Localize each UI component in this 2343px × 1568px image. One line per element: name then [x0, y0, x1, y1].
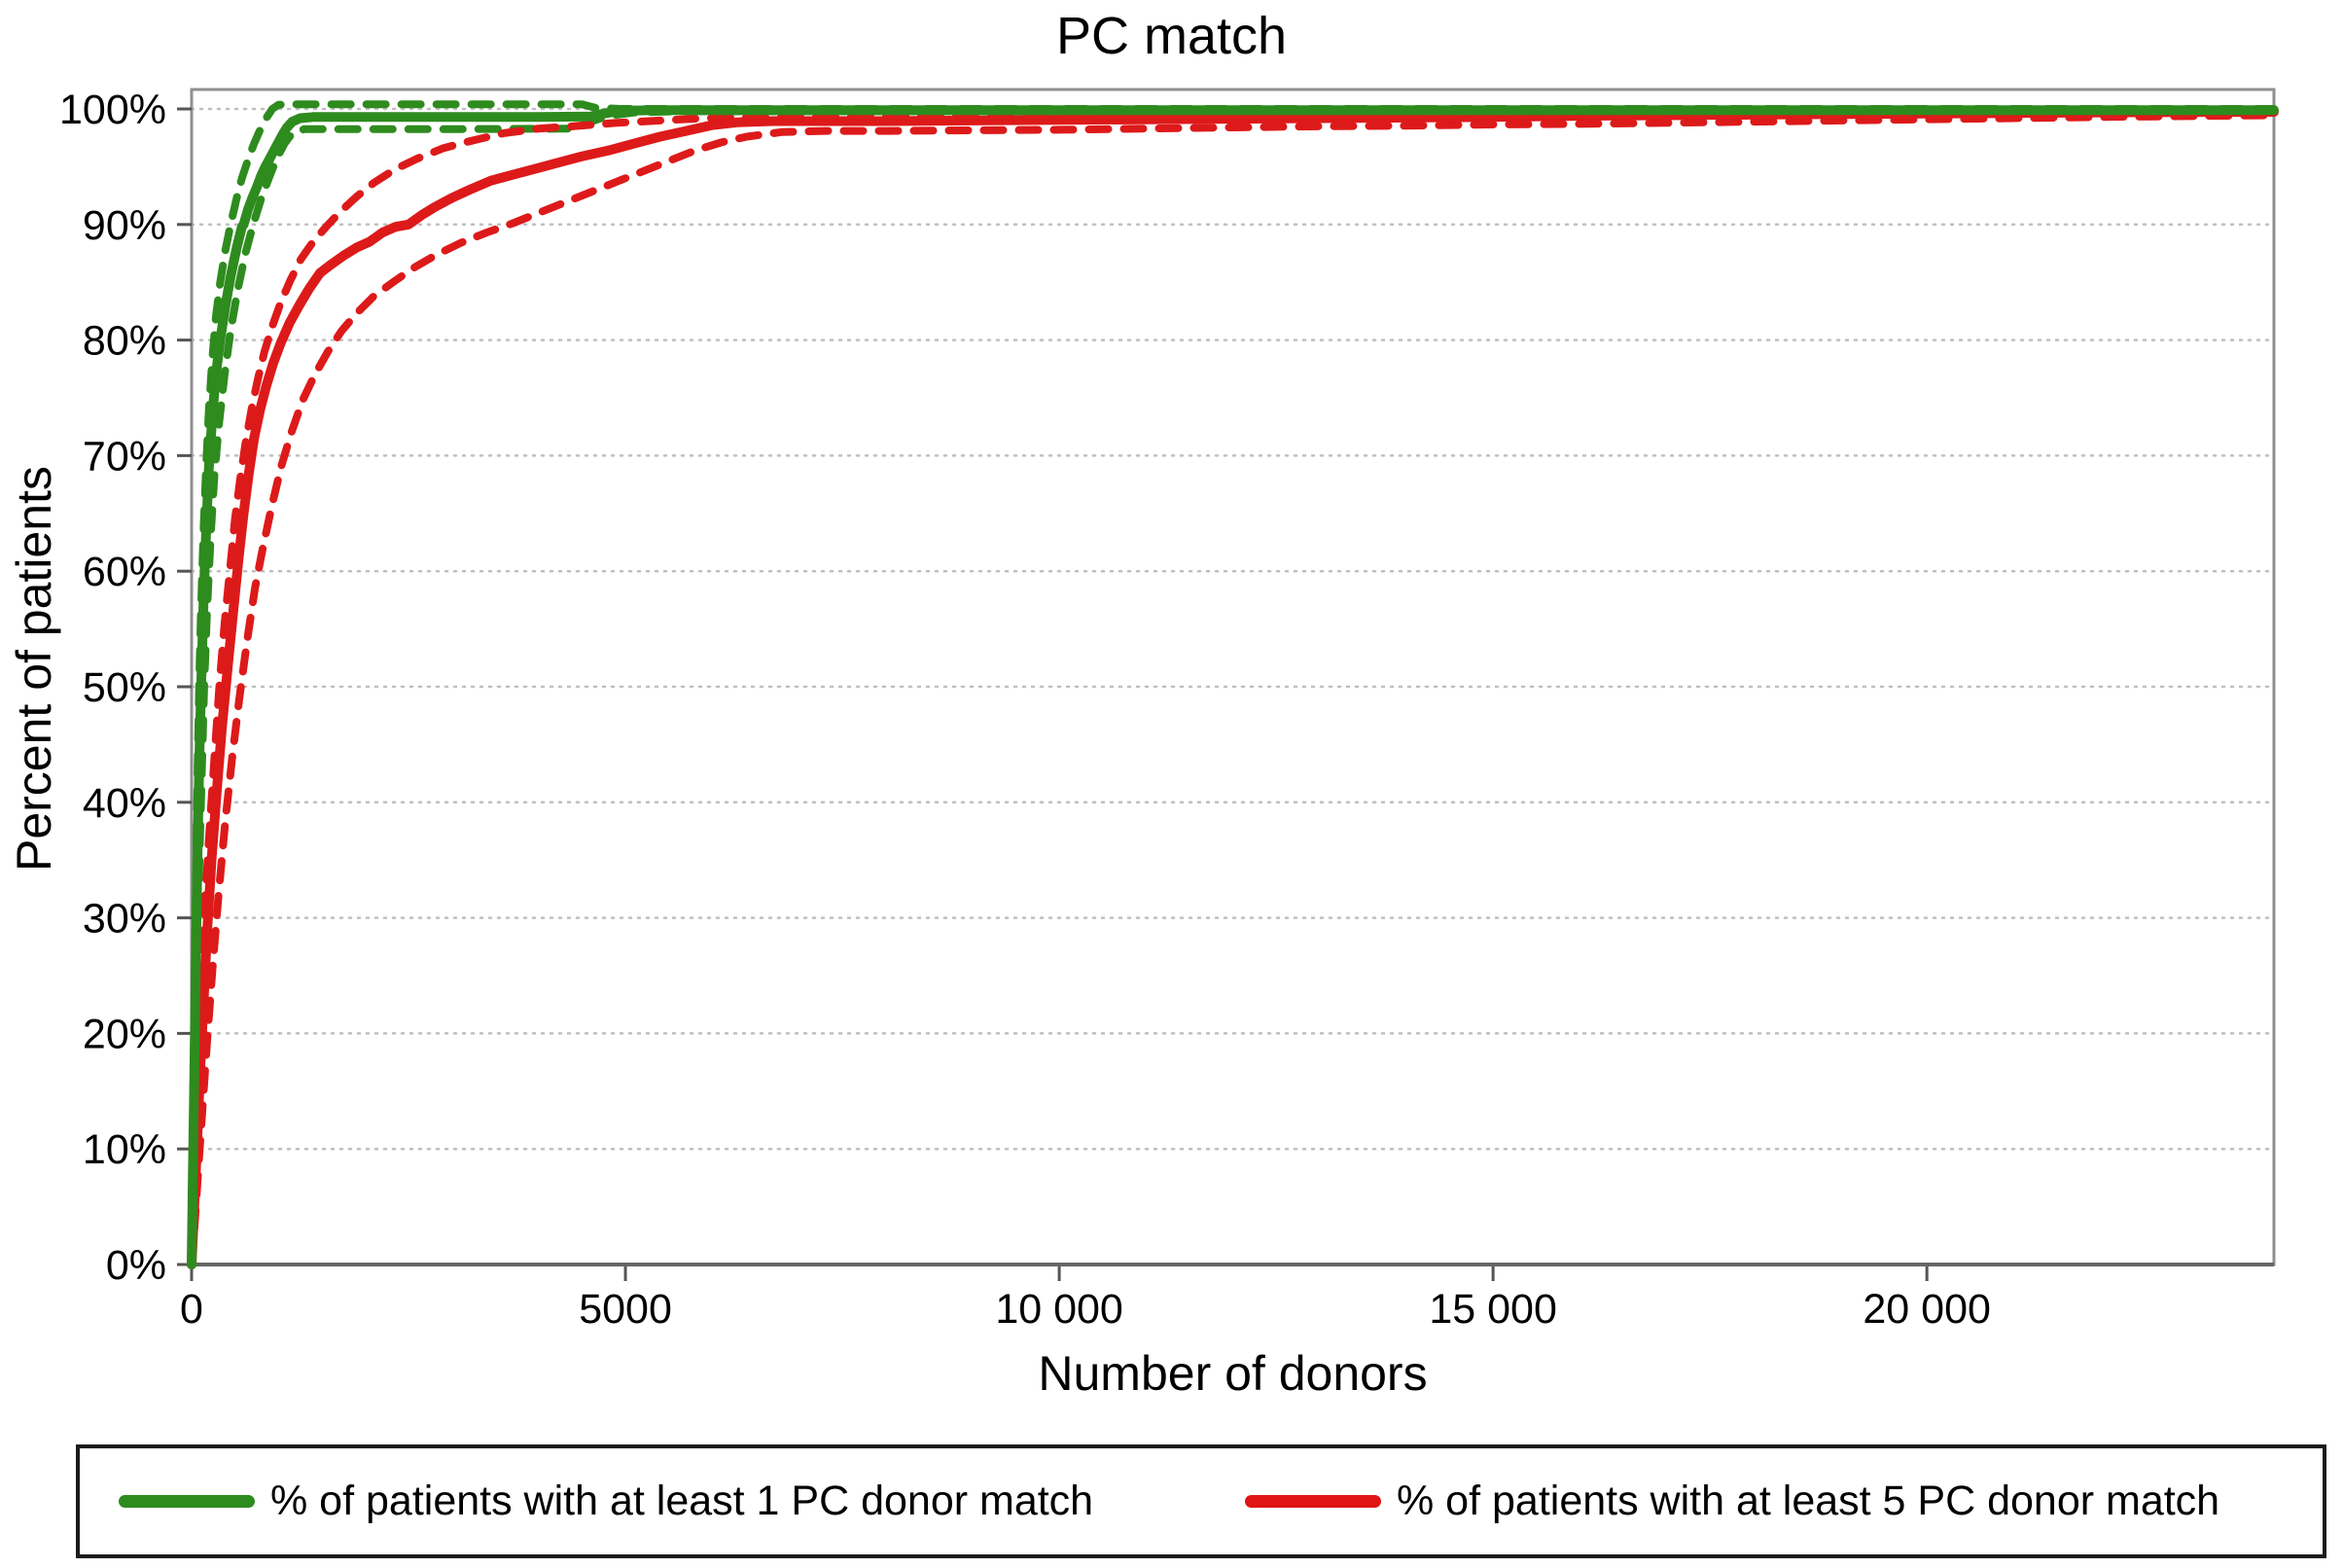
y-tick-label: 90%: [83, 202, 166, 249]
axis-tick-marks: [177, 107, 1929, 1281]
legend: % of patients with at least 1 PC donor m…: [76, 1444, 2326, 1558]
y-tick-label: 100%: [59, 87, 166, 133]
y-tick-label: 30%: [83, 896, 166, 943]
legend-item-1-pc-match: % of patients with at least 1 PC donor m…: [119, 1448, 1093, 1554]
x-tick-label: 15 000: [1429, 1286, 1557, 1333]
y-tick-label: 60%: [83, 549, 166, 595]
legend-swatch-red-line: [1245, 1495, 1381, 1508]
y-tick-label: 70%: [83, 433, 166, 480]
y-axis-title: Percent of patients: [7, 466, 61, 872]
legend-swatch-green-line: [119, 1495, 255, 1508]
plot-border: [190, 88, 2276, 1266]
series-line-of-patients-with-at-least-5-pc-donor-match: [187, 107, 2279, 1269]
legend-label: % of patients with at least 5 PC donor m…: [1397, 1478, 2220, 1524]
legend-item-5-pc-match: % of patients with at least 5 PC donor m…: [1245, 1448, 2219, 1554]
series-lines: [187, 100, 2279, 1269]
series-line-at-least-5-pc-donor-match-lower-band-dashed: [188, 111, 2278, 1268]
x-tick-label: 20 000: [1863, 1286, 1991, 1333]
y-tick-label: 0%: [106, 1242, 166, 1289]
legend-label: % of patients with at least 1 PC donor m…: [270, 1478, 1094, 1524]
y-tick-label: 80%: [83, 318, 166, 365]
y-tick-label: 40%: [83, 780, 166, 827]
x-tick-label: 5000: [579, 1286, 672, 1333]
y-tick-label: 10%: [83, 1126, 166, 1173]
y-tick-label: 20%: [83, 1011, 166, 1057]
x-tick-label: 0: [180, 1286, 203, 1333]
y-gridlines: [190, 107, 2276, 1151]
y-tick-label: 50%: [83, 664, 166, 711]
axis-tick-labels: 0% 10% 20% 30% 40% 50% 60% 70% 80% 90% 100% 0 5000 10…: [59, 87, 1991, 1333]
chart-title: PC match: [1055, 7, 1288, 65]
x-axis-title: Number of donors: [1038, 1346, 1428, 1401]
x-tick-label: 10 000: [995, 1286, 1123, 1333]
series-line-of-patients-with-at-least-1-pc-donor-match: [187, 105, 2279, 1269]
series-line-at-least-1-pc-donor-match-upper-band-dashed: [188, 100, 2278, 1268]
